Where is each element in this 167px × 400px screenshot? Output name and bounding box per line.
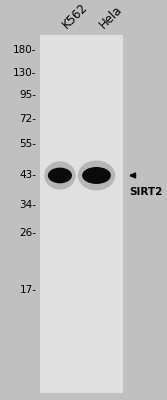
Text: 55-: 55- <box>20 139 37 149</box>
Text: K562: K562 <box>60 1 90 31</box>
Text: 130-: 130- <box>13 68 37 78</box>
Text: SIRT2: SIRT2 <box>129 187 162 197</box>
Text: 95-: 95- <box>20 90 37 100</box>
FancyBboxPatch shape <box>40 35 123 392</box>
Text: 43-: 43- <box>20 170 37 180</box>
Ellipse shape <box>48 168 72 183</box>
Text: 26-: 26- <box>20 228 37 238</box>
Text: 17-: 17- <box>20 285 37 295</box>
Text: Hela: Hela <box>97 3 125 31</box>
Text: 72-: 72- <box>20 114 37 124</box>
Text: 180-: 180- <box>13 45 37 55</box>
Ellipse shape <box>44 161 76 190</box>
Ellipse shape <box>82 167 111 184</box>
Ellipse shape <box>78 160 115 190</box>
Text: 34-: 34- <box>20 200 37 210</box>
